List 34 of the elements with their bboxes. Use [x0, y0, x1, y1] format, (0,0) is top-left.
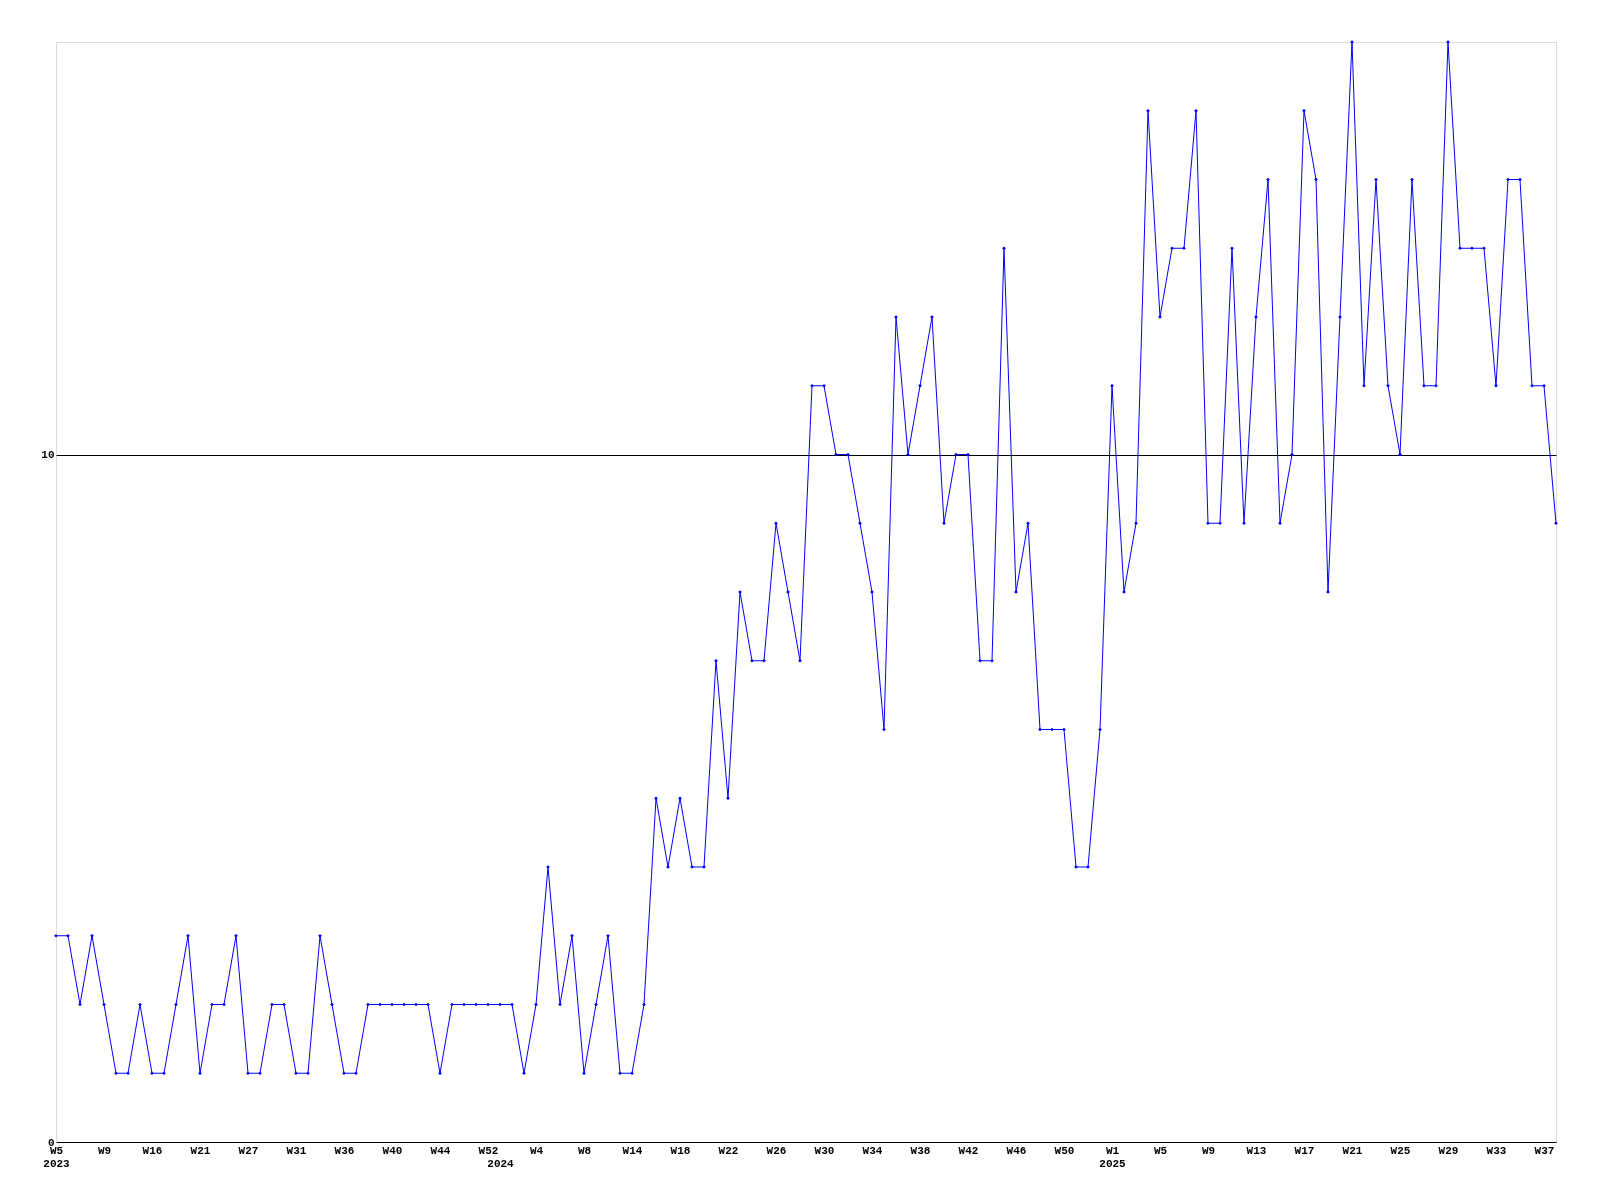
x-tick-label: W16 [142, 1144, 163, 1157]
x-tick-label: W25 [1390, 1144, 1411, 1157]
x-tick-label: W17 [1294, 1144, 1315, 1157]
x-tick-label: W21 [1342, 1144, 1363, 1157]
x-tick-label: W27 [238, 1144, 259, 1157]
x-tick-label: W37 [1534, 1144, 1555, 1157]
x-tick-label: W22 [718, 1144, 739, 1157]
x-tick-label: W26 [766, 1144, 787, 1157]
x-tick-label: W13 [1246, 1144, 1267, 1157]
x-tick-label: W1 2025 [1099, 1144, 1127, 1170]
x-tick-label: W52 [478, 1144, 499, 1157]
y-tick-label: 10 [41, 449, 55, 461]
x-tick-label: W5 [1153, 1144, 1168, 1157]
x-tick-label: W8 [577, 1144, 592, 1157]
x-tick-label: 2024 [487, 1157, 515, 1170]
x-tick-label: W44 [430, 1144, 451, 1157]
x-tick-label: W33 [1486, 1144, 1507, 1157]
x-tick-label: W5 2023 [43, 1144, 71, 1170]
x-tick-label: W14 [622, 1144, 643, 1157]
x-tick-label: W36 [334, 1144, 355, 1157]
x-tick-label: W4 [529, 1144, 544, 1157]
x-tick-label: W30 [814, 1144, 835, 1157]
x-tick-label: W34 [862, 1144, 883, 1157]
x-tick-label: W50 [1054, 1144, 1075, 1157]
x-tick-label: W38 [910, 1144, 931, 1157]
x-tick-label: W9 [1201, 1144, 1216, 1157]
x-tick-label: W21 [190, 1144, 211, 1157]
x-tick-label: W40 [382, 1144, 403, 1157]
x-tick-label: W29 [1438, 1144, 1459, 1157]
x-tick-label: W46 [1006, 1144, 1027, 1157]
x-tick-label: W18 [670, 1144, 691, 1157]
x-tick-label: W31 [286, 1144, 307, 1157]
x-tick-label: W9 [97, 1144, 112, 1157]
x-tick-label: W42 [958, 1144, 979, 1157]
